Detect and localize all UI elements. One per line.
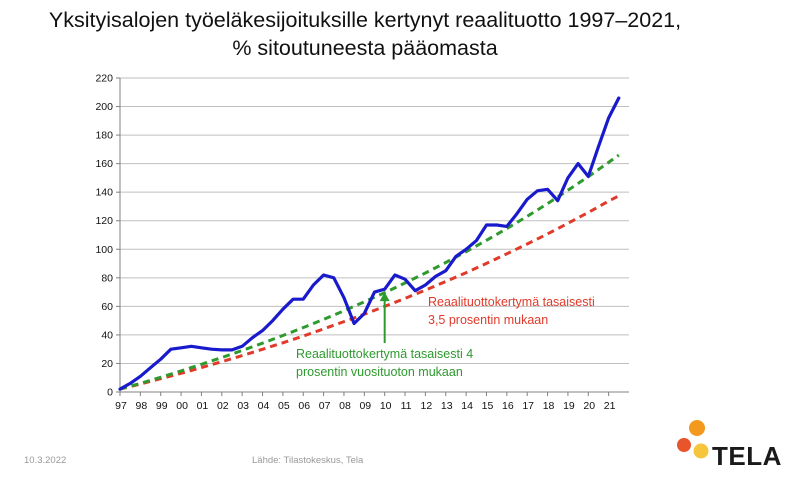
- series-line-green: [119, 153, 620, 391]
- y-tick-label: 20: [101, 358, 113, 370]
- x-tick-label: 13: [441, 400, 453, 412]
- logo-dot-top-icon: [689, 420, 705, 436]
- y-tick-label: 100: [95, 244, 113, 256]
- x-tick-label: 06: [298, 400, 310, 412]
- y-tick-label: 200: [95, 101, 113, 113]
- annotations: Reaalituottokertymä tasaisesti 3,5 prosen…: [296, 292, 595, 379]
- x-tick-label: 05: [278, 400, 290, 412]
- x-tick-label: 16: [502, 400, 514, 412]
- x-tick-label: 10: [380, 400, 392, 412]
- x-tick-label: 20: [583, 400, 595, 412]
- chart-title-line-2: % sitoutuneesta pääomasta: [232, 36, 498, 60]
- y-tick-label: 40: [101, 329, 113, 341]
- chart-title-line-1: Yksityisalojen työeläkesijoituksille ker…: [48, 8, 682, 32]
- x-tick-label: 17: [522, 400, 534, 412]
- x-tick-label: 19: [563, 400, 575, 412]
- tela-logo-icon: [677, 420, 709, 459]
- x-tick-label: 04: [258, 400, 270, 412]
- chart-title: Yksityisalojen työeläkesijoituksille ker…: [0, 6, 730, 62]
- source-note: Lähde: Tilastokeskus, Tela: [252, 455, 364, 466]
- x-tick-label: 98: [136, 400, 148, 412]
- annotation-arrow-head-icon: [379, 292, 390, 302]
- y-tick-label: 140: [95, 187, 113, 199]
- x-tick-label: 01: [197, 400, 209, 412]
- annotation-red-line-2: 3,5 prosentin mukaan: [428, 313, 548, 327]
- x-tick-label: 18: [543, 400, 555, 412]
- x-tick-label: 21: [604, 400, 616, 412]
- x-tick-label: 12: [421, 400, 433, 412]
- annotation-red-line-1: Reaalituottokertymä tasaisesti: [428, 295, 595, 309]
- y-tick-label: 220: [95, 73, 113, 85]
- x-tick-label: 14: [461, 400, 473, 412]
- logo-dot-right-icon: [693, 443, 709, 459]
- logo-dot-left-icon: [677, 438, 691, 452]
- x-tick-label: 97: [115, 400, 127, 412]
- x-tick-label: 08: [339, 400, 351, 412]
- annotation-green-line-1: Reaalituottokertymä tasaisesti 4: [296, 347, 473, 361]
- series-line-red: [119, 194, 620, 391]
- y-tick-label: 80: [101, 272, 113, 284]
- x-tick-label: 11: [401, 400, 412, 412]
- x-tick-label: 99: [156, 400, 168, 412]
- y-tick-label: 0: [107, 387, 113, 399]
- y-tick-label: 120: [95, 215, 113, 227]
- y-tick-label: 180: [95, 130, 113, 142]
- x-tick-label: 15: [482, 400, 494, 412]
- slide-date: 10.3.2022: [24, 455, 67, 466]
- x-tick-label: 00: [176, 400, 188, 412]
- x-tick-label: 02: [217, 400, 229, 412]
- series-lines: [118, 96, 621, 391]
- series-line-actual: [118, 96, 621, 391]
- x-tick-label: 03: [237, 400, 249, 412]
- x-tick-label: 07: [319, 400, 331, 412]
- gridlines: [120, 77, 629, 364]
- tela-logo-text: TELA: [712, 441, 782, 471]
- x-tick-label: 09: [359, 400, 371, 412]
- y-tick-label: 160: [95, 158, 113, 170]
- y-tick-label: 60: [101, 301, 113, 313]
- annotation-green-line-2: prosentin vuosituoton mukaan: [296, 365, 463, 379]
